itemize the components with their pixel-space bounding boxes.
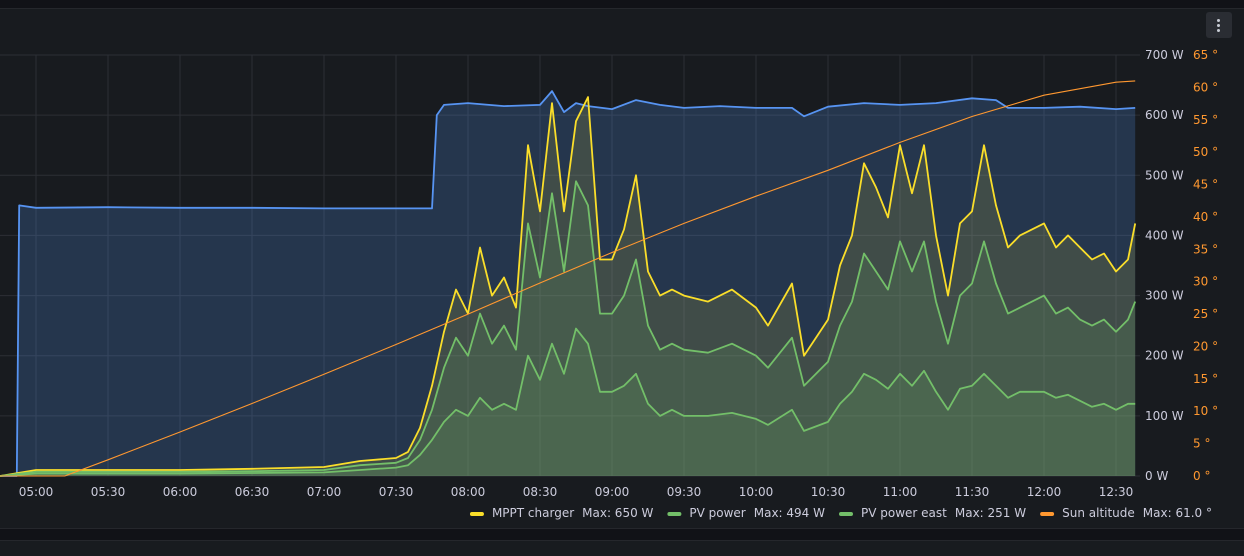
x-tick-label: 11:30 [955, 485, 990, 499]
x-tick-label: 08:30 [523, 485, 558, 499]
line-load [0, 90, 1136, 477]
legend-stat: Max: 251 W [955, 506, 1026, 520]
y-right-tick-label: 65 ° [1193, 48, 1218, 62]
y-left-tick-label: 100 W [1145, 409, 1184, 423]
legend-label: PV power [689, 506, 745, 520]
legend-stat: Max: 650 W [582, 506, 653, 520]
legend-label: PV power east [861, 506, 947, 520]
chart-grid [0, 54, 1140, 477]
x-tick-label: 11:00 [883, 485, 918, 499]
panel-menu-button[interactable] [1206, 12, 1232, 38]
line-sun [0, 80, 1136, 477]
x-axis-ticks: 05:00 05:30 06:00 06:30 07:00 07:30 08:00 08:30… [19, 485, 1134, 499]
y-right-tick-label: 50 ° [1193, 145, 1218, 159]
right-y-axis-ticks: 0 ° 5 ° 10 ° 15 ° 20 ° 25 ° 30 ° 35 ° 40 ° 45 ° 50… [1193, 48, 1218, 483]
y-right-tick-label: 0 ° [1193, 469, 1210, 483]
x-tick-label: 07:30 [379, 485, 414, 499]
legend-swatch [469, 512, 484, 516]
x-tick-label: 12:30 [1099, 485, 1134, 499]
y-right-tick-label: 10 ° [1193, 404, 1218, 418]
line-pv [0, 180, 1137, 477]
x-tick-label: 06:30 [235, 485, 270, 499]
y-right-tick-label: 60 ° [1193, 80, 1218, 94]
area-pv [0, 181, 1136, 477]
legend-item-pv_east: Max: 251 W PV power east [839, 506, 1026, 520]
chart-panel [0, 8, 1244, 529]
y-right-tick-label: 25 ° [1193, 307, 1218, 321]
x-tick-label: 12:00 [1027, 485, 1062, 499]
y-left-tick-label: 300 W [1145, 289, 1184, 303]
y-left-tick-label: 200 W [1145, 349, 1184, 363]
next-panel-edge [0, 540, 1244, 556]
y-right-tick-label: 5 ° [1193, 437, 1210, 451]
y-left-tick-label: 600 W [1145, 108, 1184, 122]
y-left-tick-label: 0 W [1145, 469, 1168, 483]
legend-stat: Max: 61.0 ° [1143, 506, 1212, 520]
legend-stat: Max: 494 W [754, 506, 825, 520]
y-right-tick-label: 20 ° [1193, 339, 1218, 353]
y-right-tick-label: 55 ° [1193, 113, 1218, 127]
legend-label: MPPT charger [492, 506, 574, 520]
x-tick-label: 09:00 [595, 485, 630, 499]
legend-item-pv: Max: 494 W PV power [667, 506, 825, 520]
legend-label: Sun altitude [1062, 506, 1135, 520]
x-tick-label: 09:30 [667, 485, 702, 499]
left-y-axis-ticks: 0 W 100 W 200 W 300 W 400 W 500 W 600 W 700 W [1145, 48, 1184, 483]
legend-swatch [667, 512, 682, 516]
y-left-tick-label: 500 W [1145, 168, 1184, 182]
y-left-tick-label: 700 W [1145, 48, 1184, 62]
y-left-tick-label: 400 W [1145, 228, 1184, 242]
y-right-tick-label: 35 ° [1193, 242, 1218, 256]
y-right-tick-label: 40 ° [1193, 210, 1218, 224]
line-pv_east [0, 327, 1136, 477]
x-tick-label: 08:00 [451, 485, 486, 499]
area-mppt [0, 97, 1136, 476]
x-tick-label: 05:30 [91, 485, 126, 499]
legend-item-sun: Max: 61.0 ° Sun altitude [1040, 506, 1212, 520]
x-tick-label: 06:00 [163, 485, 198, 499]
series-areas [0, 91, 1136, 477]
series-lines [0, 80, 1137, 477]
y-right-tick-label: 45 ° [1193, 178, 1218, 192]
legend-swatch [1040, 512, 1055, 516]
area-pv_east [0, 328, 1136, 476]
y-right-tick-label: 30 ° [1193, 275, 1218, 289]
line-mppt [0, 96, 1137, 477]
legend-swatch [839, 512, 853, 516]
x-tick-label: 07:00 [307, 485, 342, 499]
x-tick-label: 05:00 [19, 485, 54, 499]
x-tick-label: 10:30 [811, 485, 846, 499]
area-load [0, 91, 1136, 476]
y-right-tick-label: 15 ° [1193, 372, 1218, 386]
x-tick-label: 10:00 [739, 485, 774, 499]
legend-item-mppt: Max: 650 W MPPT charger [469, 506, 654, 520]
chart-legend: Max: 61.0 ° Sun altitude Max: 251 W PV powe… [469, 506, 1212, 520]
